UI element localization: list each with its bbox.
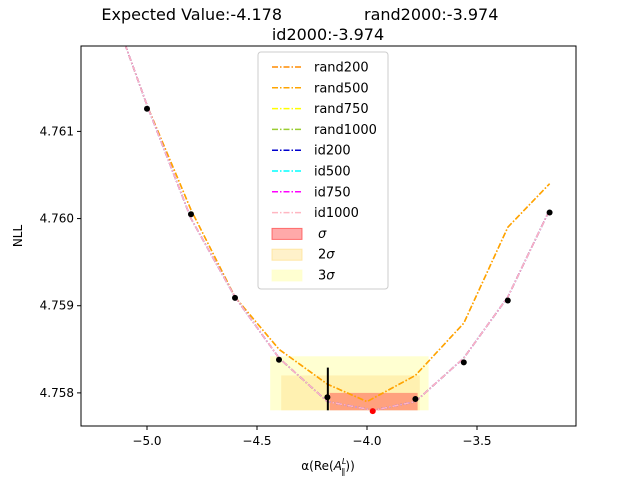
legend-item-id500: id500 [272,165,351,180]
legend-item-id1000: id1000 [272,206,359,221]
data-point [276,356,282,363]
legend-item-sigma: σ [271,227,327,242]
y-tick-label: 4.758 [40,386,74,400]
y-tick-label: 4.759 [40,299,74,313]
legend-item-id750: id750 [272,185,351,200]
data-point [504,297,511,304]
legend-label: rand200 [314,61,369,76]
x-tick-label: −5.0 [132,434,161,448]
title-expected-value: Expected Value:-4.178 [101,5,282,24]
legend-item-rand500: rand500 [272,81,369,96]
plot-area [80,45,577,427]
data-point [546,209,553,216]
data-point [412,395,419,402]
x-axis-label: α(Re(AL ‖)) [301,457,355,476]
legend-label: id500 [314,165,351,180]
legend-label: σ [318,227,327,242]
legend-item-3sigma: 3σ [271,269,335,284]
plot-frame [80,45,577,427]
x-tick-label: −4.5 [242,434,271,448]
legend-item-2sigma: 2σ [271,248,335,263]
legend-swatch [271,269,303,282]
band-2sigma [281,375,420,411]
legend-label: 2σ [318,248,335,263]
chart-title: Expected Value:-4.178 rand2000:-3.974 id… [101,5,498,44]
legend-swatch [271,248,303,261]
legend-label: rand1000 [314,123,377,138]
legend-label: rand750 [314,102,369,117]
legend-item-rand1000: rand1000 [272,123,377,138]
legend-label: id200 [314,144,351,159]
title-id2000: id2000:-3.974 [272,25,384,44]
data-point [232,294,238,301]
data-point [144,105,150,112]
data-point [188,211,194,218]
legend-label: id750 [314,185,351,200]
minimum-point [369,408,376,415]
y-tick-label: 4.760 [40,212,74,226]
x-axis: −5.0 −4.5 −4.0 −3.5 [132,426,492,448]
y-tick-label: 4.761 [40,124,74,138]
legend: rand200 rand500 rand750 rand1000 id200 id500 i… [257,51,389,290]
legend-label: rand500 [314,81,369,96]
x-tick-label: −3.5 [462,434,491,448]
legend-item-rand200: rand200 [272,61,369,76]
y-axis: 4.758 4.759 4.760 4.761 [40,124,81,400]
legend-label: id1000 [314,206,359,221]
legend-item-id200: id200 [272,144,351,159]
y-axis-label: NLL [11,225,25,248]
title-rand2000: rand2000:-3.974 [364,5,498,24]
band-sigma [329,392,418,411]
legend-label: 3σ [318,269,335,284]
legend-box [257,51,389,290]
legend-swatch [271,227,303,240]
data-point [460,359,467,366]
legend-item-rand750: rand750 [272,102,369,117]
x-tick-label: −4.0 [352,434,381,448]
